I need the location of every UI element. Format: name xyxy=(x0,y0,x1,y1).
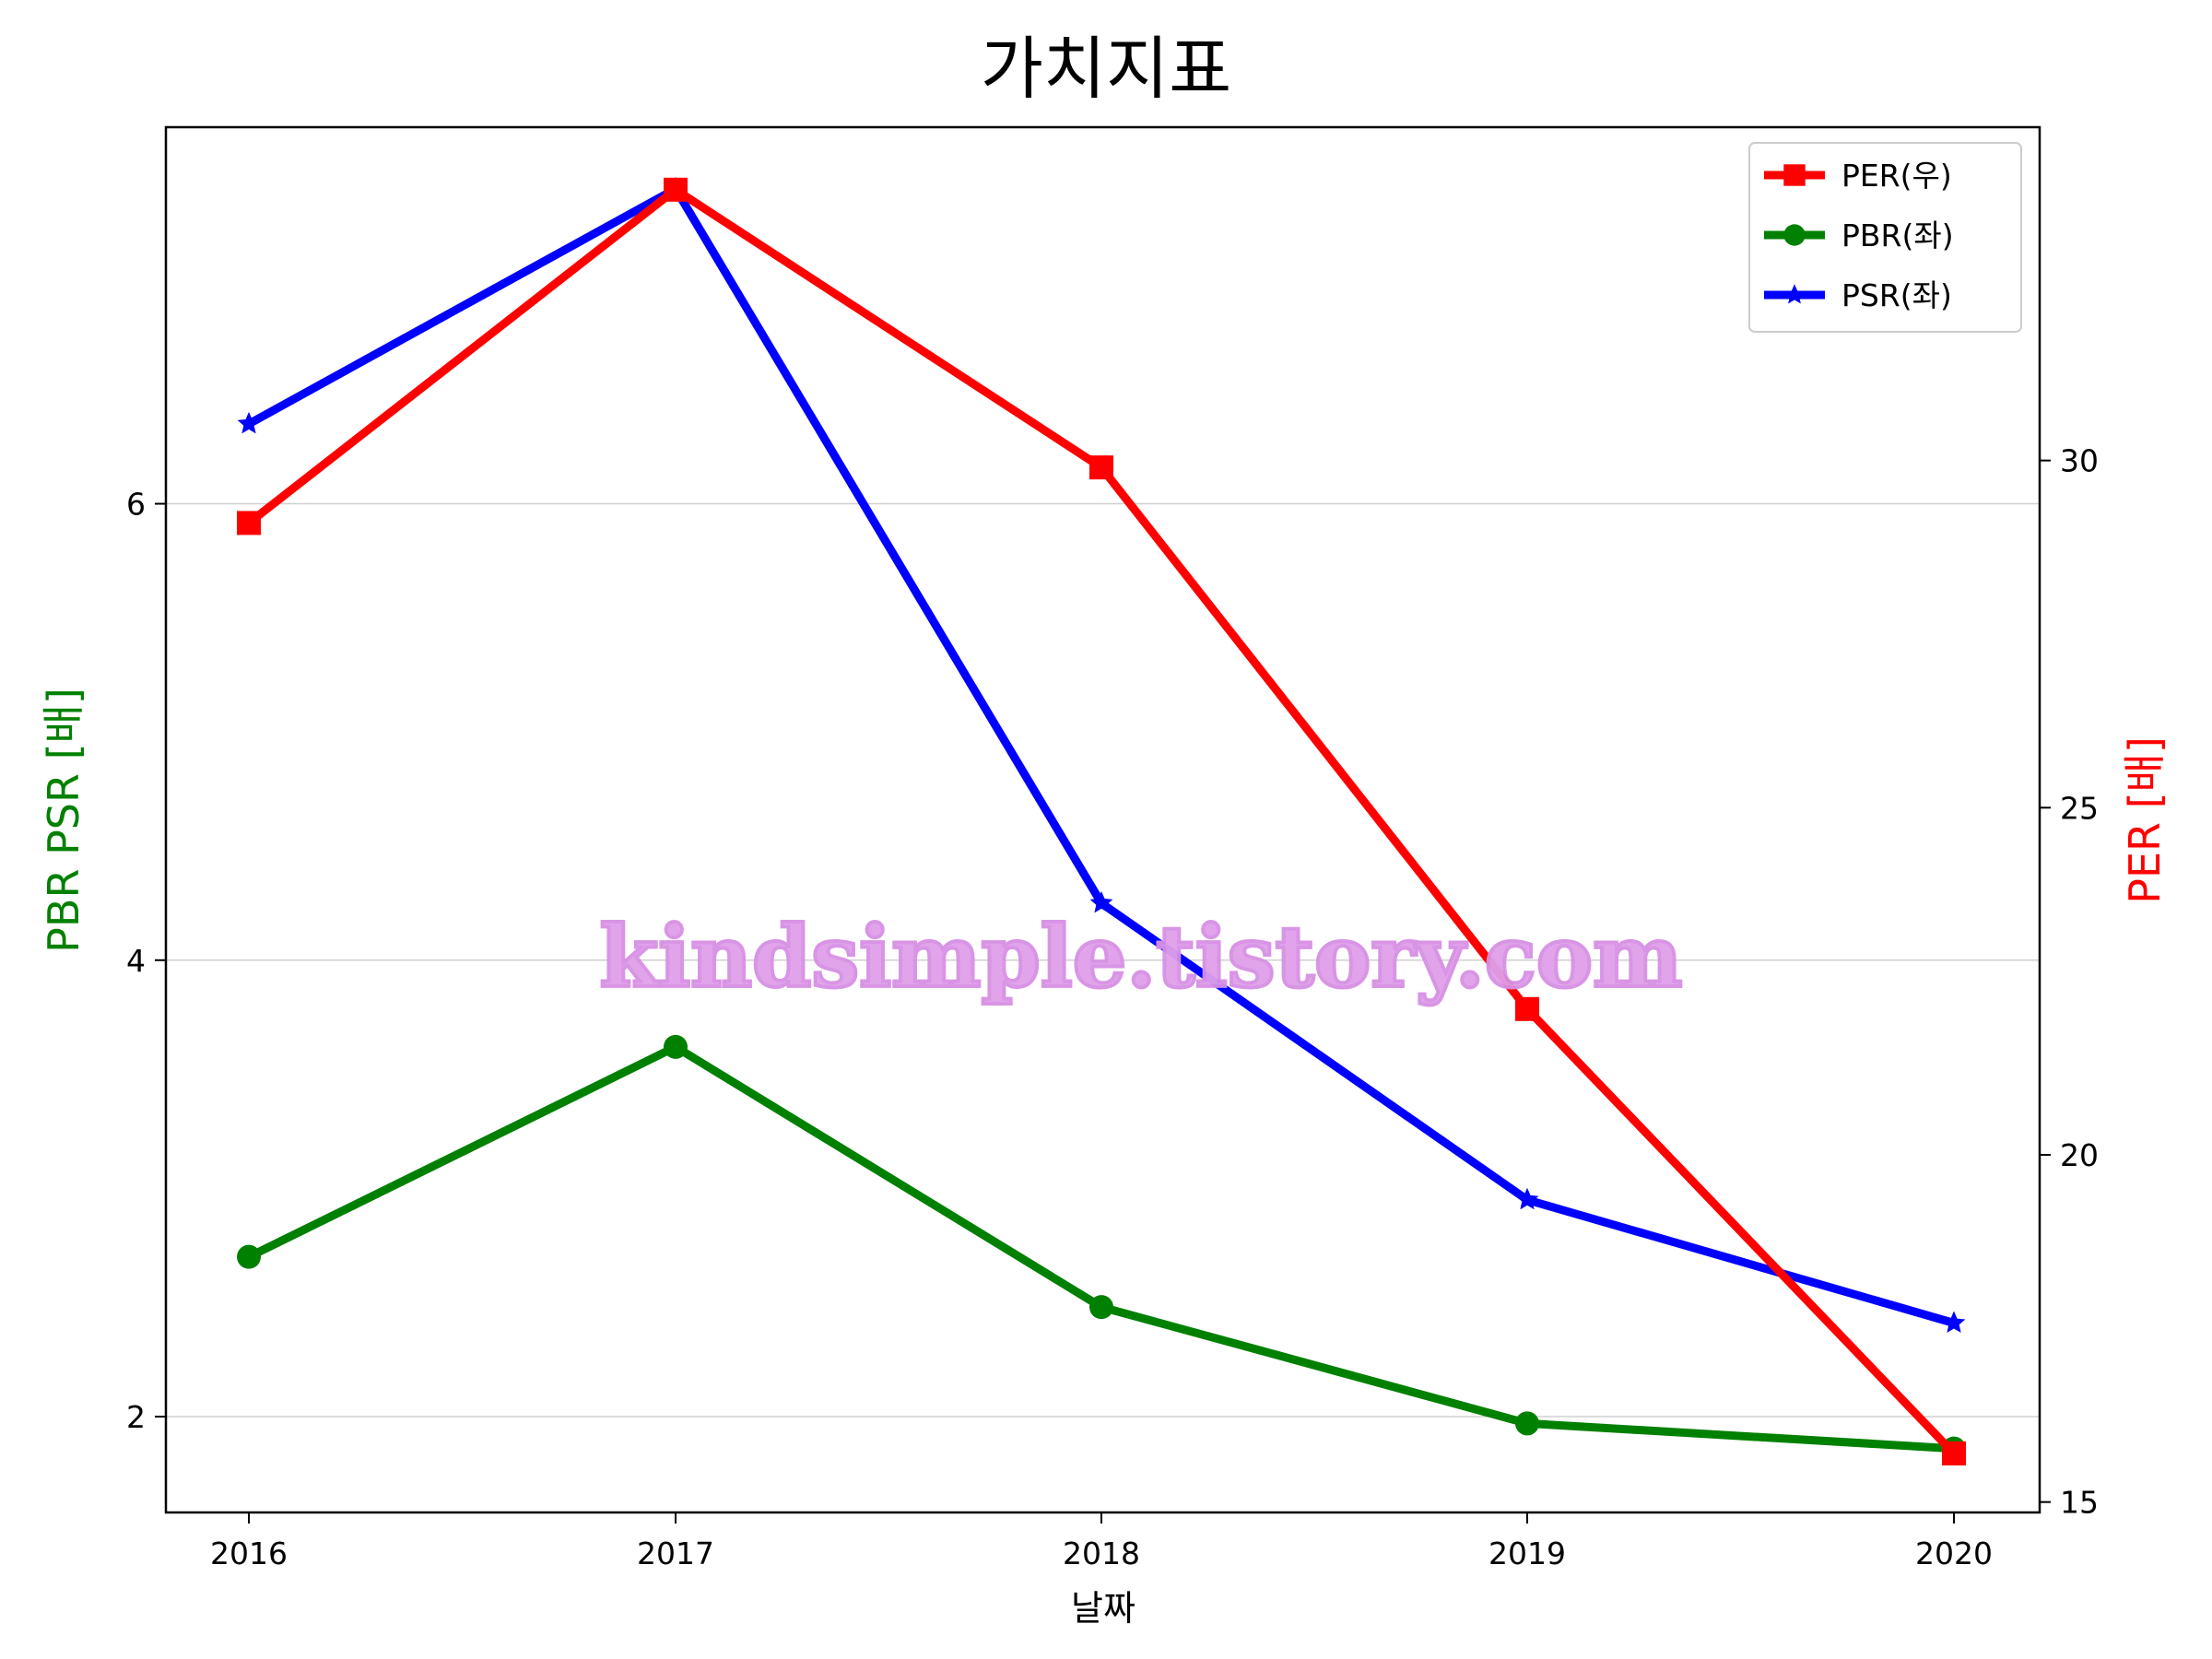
series-line xyxy=(244,184,1959,1327)
series-line xyxy=(244,185,1959,1458)
data-point xyxy=(237,1244,261,1269)
y-tick-label-right: 25 xyxy=(2060,790,2099,826)
plot-frame xyxy=(164,125,2041,1514)
data-point xyxy=(1515,996,1539,1021)
legend-marker xyxy=(1783,284,1806,304)
y-tick-label-right: 20 xyxy=(2060,1137,2099,1173)
y-axis-label-right: PER [배] xyxy=(2120,736,2170,904)
x-tick-label: 2018 xyxy=(1063,1535,1140,1571)
chart-title: 가치지표 xyxy=(981,29,1231,109)
legend-marker xyxy=(1783,164,1806,186)
data-point xyxy=(1942,1311,1966,1333)
legend-label: PSR(좌) xyxy=(1841,277,1952,313)
x-tick-label: 2019 xyxy=(1488,1535,1566,1571)
data-point xyxy=(1089,1295,1113,1320)
data-point xyxy=(664,1034,688,1059)
watermark-text: kindsimple.tistory.com xyxy=(599,907,1682,1006)
grid-lines xyxy=(166,502,2040,1418)
x-tick-label: 2017 xyxy=(637,1535,714,1571)
data-point xyxy=(1942,1441,1966,1465)
x-axis-label: 날짜 xyxy=(1071,1588,1135,1629)
legend-marker xyxy=(1783,224,1806,246)
x-tick-label: 2020 xyxy=(1915,1535,1993,1571)
data-point xyxy=(1515,1411,1539,1436)
legend: PER(우) PBR(좌) PSR(좌) xyxy=(1748,142,2022,333)
data-point xyxy=(664,177,688,202)
legend-box xyxy=(1748,142,2022,333)
axis-layer: 2 4 6 15 20 25 30 2016 2017 2018 2019 2020 xyxy=(126,443,2099,1571)
data-point xyxy=(1089,890,1113,913)
series-layer xyxy=(237,176,1966,1465)
data-point xyxy=(237,511,261,535)
data-point xyxy=(1515,1187,1539,1210)
y-tick-label-right: 15 xyxy=(2060,1485,2099,1521)
y-tick-label-left: 6 xyxy=(126,487,146,523)
data-point xyxy=(1089,455,1113,480)
legend-label: PBR(좌) xyxy=(1841,218,1954,253)
y-tick-label-right: 30 xyxy=(2060,443,2099,479)
legend-label: PER(우) xyxy=(1841,158,1952,194)
y-axis-label-left: PBR PSR [배] xyxy=(39,688,88,953)
data-point xyxy=(237,411,261,434)
y-tick-label-left: 2 xyxy=(126,1399,146,1435)
y-tick-label-left: 4 xyxy=(126,943,146,979)
x-tick-label: 2016 xyxy=(210,1535,288,1571)
